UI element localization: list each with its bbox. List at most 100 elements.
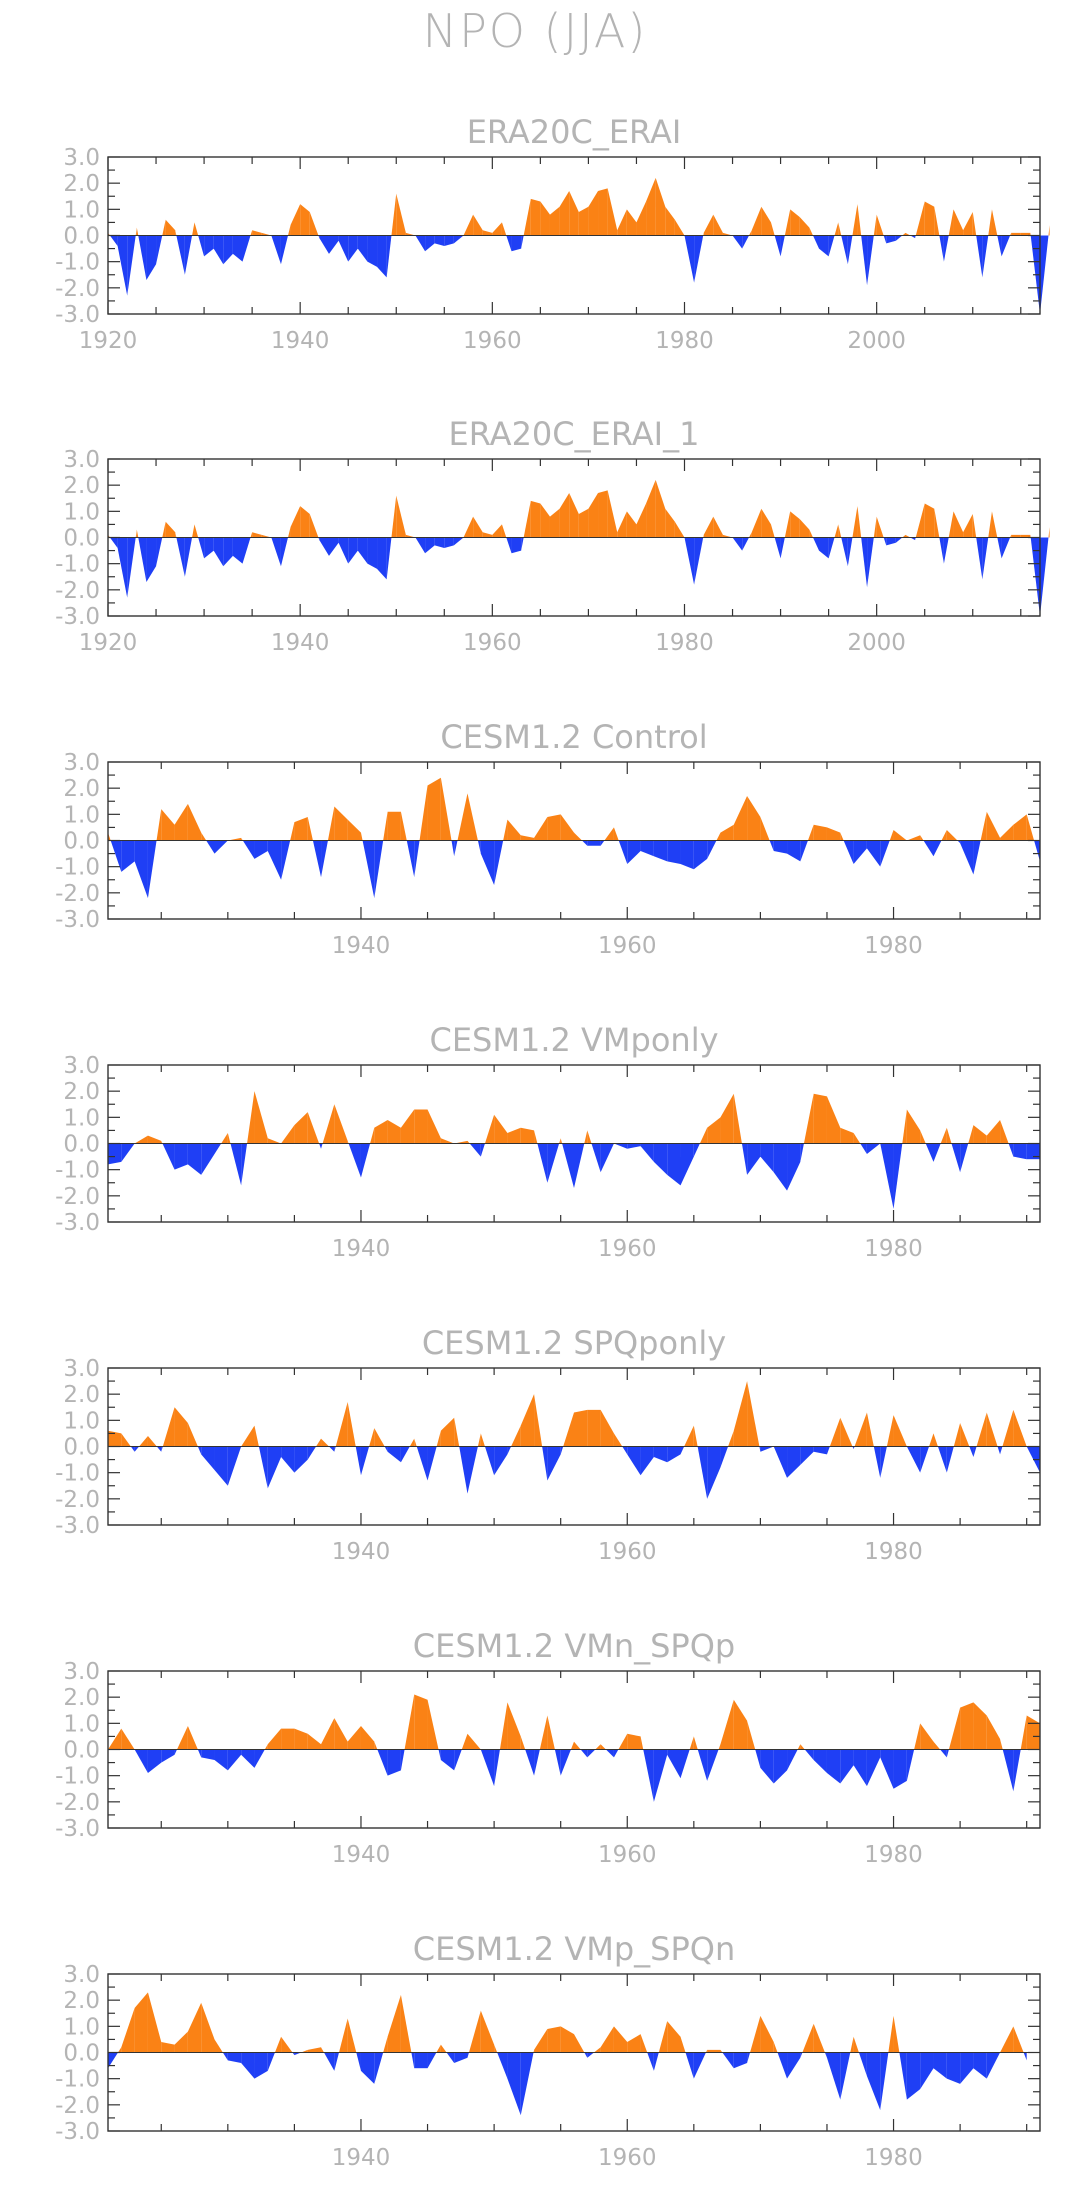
negative-area bbox=[828, 235, 835, 257]
negative-area bbox=[895, 537, 903, 543]
positive-area bbox=[973, 1125, 987, 1144]
negative-area bbox=[446, 2052, 455, 2063]
negative-area bbox=[206, 840, 215, 854]
positive-area bbox=[539, 1715, 548, 1750]
negative-area bbox=[414, 2052, 428, 2069]
positive-area bbox=[893, 1415, 907, 1447]
negative-area bbox=[384, 1446, 388, 1452]
x-tick-label: 2000 bbox=[847, 630, 906, 656]
negative-area bbox=[328, 235, 339, 254]
negative-area bbox=[197, 1446, 202, 1455]
positive-area bbox=[334, 1718, 348, 1750]
positive-area bbox=[613, 2026, 628, 2053]
positive-area bbox=[287, 225, 291, 236]
positive-area bbox=[705, 2049, 708, 2053]
negative-area bbox=[232, 537, 243, 564]
negative-area bbox=[161, 1446, 163, 1452]
positive-area bbox=[321, 1718, 335, 1750]
negative-area bbox=[201, 1749, 215, 1760]
negative-area bbox=[506, 537, 512, 554]
positive-area bbox=[933, 1433, 938, 1447]
negative-area bbox=[223, 537, 233, 567]
negative-area bbox=[416, 1446, 428, 1481]
positive-area bbox=[492, 222, 502, 236]
negative-area bbox=[787, 1143, 801, 1191]
negative-area bbox=[334, 1446, 336, 1452]
positive-area bbox=[640, 2034, 648, 2053]
negative-area bbox=[787, 1749, 798, 1771]
positive-area bbox=[134, 1992, 148, 2053]
y-tick-label: 1.0 bbox=[63, 197, 100, 223]
x-tick-label: 1980 bbox=[655, 630, 714, 656]
negative-area bbox=[813, 1446, 827, 1455]
negative-area bbox=[920, 1446, 930, 1473]
positive-area bbox=[534, 1130, 538, 1144]
negative-area bbox=[923, 840, 934, 857]
negative-area bbox=[840, 1749, 854, 1784]
y-tick-label: 3.0 bbox=[63, 447, 100, 473]
negative-area bbox=[600, 840, 605, 846]
positive-area bbox=[803, 1093, 814, 1144]
chart-panel-3: CESM1.2 Control 3.02.01.00.0-1.0-2.0-3.0 1… bbox=[55, 718, 1041, 959]
negative-area bbox=[338, 235, 349, 262]
positive-area bbox=[274, 2036, 282, 2053]
negative-area bbox=[986, 2052, 1001, 2079]
positive-area bbox=[121, 1728, 135, 1750]
positive-area bbox=[906, 1109, 921, 1144]
positive-area bbox=[501, 222, 507, 236]
positive-area bbox=[1000, 1119, 1009, 1144]
negative-area bbox=[156, 1446, 162, 1452]
negative-area bbox=[108, 2052, 118, 2069]
positive-area bbox=[241, 1425, 255, 1447]
panel-title: CESM1.2 SPQponly bbox=[422, 1324, 726, 1362]
y-tick-label: -1.0 bbox=[55, 552, 100, 578]
positive-area bbox=[499, 1702, 508, 1750]
negative-area bbox=[760, 1446, 774, 1452]
negative-area bbox=[1023, 2052, 1027, 2061]
positive-area bbox=[784, 511, 791, 538]
negative-area bbox=[411, 2052, 415, 2069]
negative-area bbox=[117, 537, 128, 598]
negative-area bbox=[453, 235, 464, 244]
positive-area bbox=[914, 1723, 921, 1750]
positive-area bbox=[339, 2018, 348, 2053]
y-tick-label: 0.0 bbox=[63, 224, 100, 250]
y-tick-label: 0.0 bbox=[63, 1435, 100, 1461]
negative-area bbox=[697, 1446, 708, 1499]
positive-area bbox=[549, 206, 560, 236]
positive-area bbox=[463, 214, 474, 236]
positive-area bbox=[391, 495, 397, 538]
x-tick-label: 1960 bbox=[598, 1539, 657, 1565]
y-tick-label: -3.0 bbox=[55, 1816, 100, 1842]
positive-area bbox=[520, 835, 535, 841]
negative-area bbox=[323, 2052, 335, 2071]
positive-area bbox=[347, 2018, 357, 2053]
negative-area bbox=[886, 537, 896, 546]
positive-area bbox=[187, 1422, 198, 1447]
positive-area bbox=[986, 1715, 1001, 1750]
positive-area bbox=[733, 1093, 742, 1144]
negative-area bbox=[467, 2052, 469, 2058]
negative-area bbox=[367, 235, 378, 267]
negative-area bbox=[943, 537, 949, 564]
negative-area bbox=[742, 235, 750, 249]
positive-area bbox=[360, 832, 363, 841]
negative-area bbox=[1000, 1446, 1003, 1455]
negative-area bbox=[223, 235, 233, 265]
positive-area bbox=[482, 230, 493, 236]
negative-area bbox=[281, 840, 291, 880]
positive-area bbox=[988, 209, 992, 236]
positive-area bbox=[136, 227, 139, 236]
positive-area bbox=[840, 1127, 854, 1144]
positive-area bbox=[574, 832, 582, 841]
negative-area bbox=[414, 840, 420, 878]
positive-area bbox=[309, 513, 319, 538]
positive-area bbox=[674, 521, 685, 538]
negative-area bbox=[694, 537, 704, 585]
x-tick-label: 1920 bbox=[79, 328, 138, 354]
negative-area bbox=[321, 1143, 323, 1149]
negative-area bbox=[425, 537, 435, 554]
negative-area bbox=[760, 1143, 774, 1173]
positive-area bbox=[980, 811, 987, 841]
negative-area bbox=[197, 1749, 202, 1758]
